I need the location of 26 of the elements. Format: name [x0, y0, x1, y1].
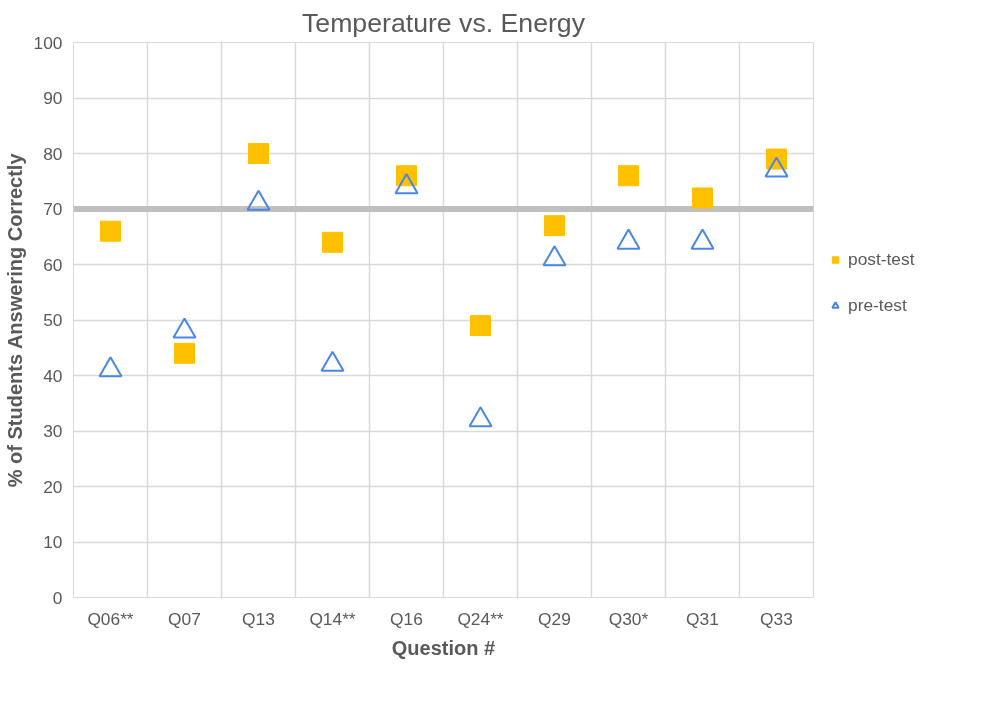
- legend-label: post-test: [848, 248, 915, 270]
- x-tick-label: Q31: [686, 608, 719, 629]
- x-tick-label: Q24**: [457, 608, 504, 629]
- x-tick-label: Q06**: [87, 608, 134, 629]
- x-tick-label: Q13: [242, 608, 275, 629]
- x-axis-title: Question #: [391, 636, 496, 659]
- x-tick-label: Q30*: [608, 608, 649, 629]
- y-tick-label: 40: [43, 365, 63, 386]
- y-tick-label: 80: [43, 143, 63, 164]
- y-axis-title: % of Students Answering Correctly: [3, 152, 26, 488]
- chart-title: Temperature vs. Energy: [302, 7, 586, 38]
- y-tick-label: 100: [33, 32, 63, 53]
- legend-label: pre-test: [848, 294, 907, 316]
- x-tick-label: Q29: [538, 608, 571, 629]
- y-tick-label: 20: [43, 476, 63, 497]
- y-tick-label: 10: [43, 532, 63, 552]
- x-tick-label: Q07: [168, 608, 201, 629]
- y-tick-label: 70: [43, 199, 63, 219]
- x-tick-label: Q14**: [309, 608, 356, 629]
- y-tick-label: 0: [52, 587, 63, 608]
- y-tick-label: 30: [43, 421, 63, 441]
- y-tick-label: 60: [43, 254, 63, 275]
- x-tick-label: Q16: [390, 608, 423, 629]
- x-tick-label: Q33: [760, 608, 793, 629]
- y-tick-label: 50: [43, 310, 63, 330]
- y-tick-label: 90: [43, 88, 63, 108]
